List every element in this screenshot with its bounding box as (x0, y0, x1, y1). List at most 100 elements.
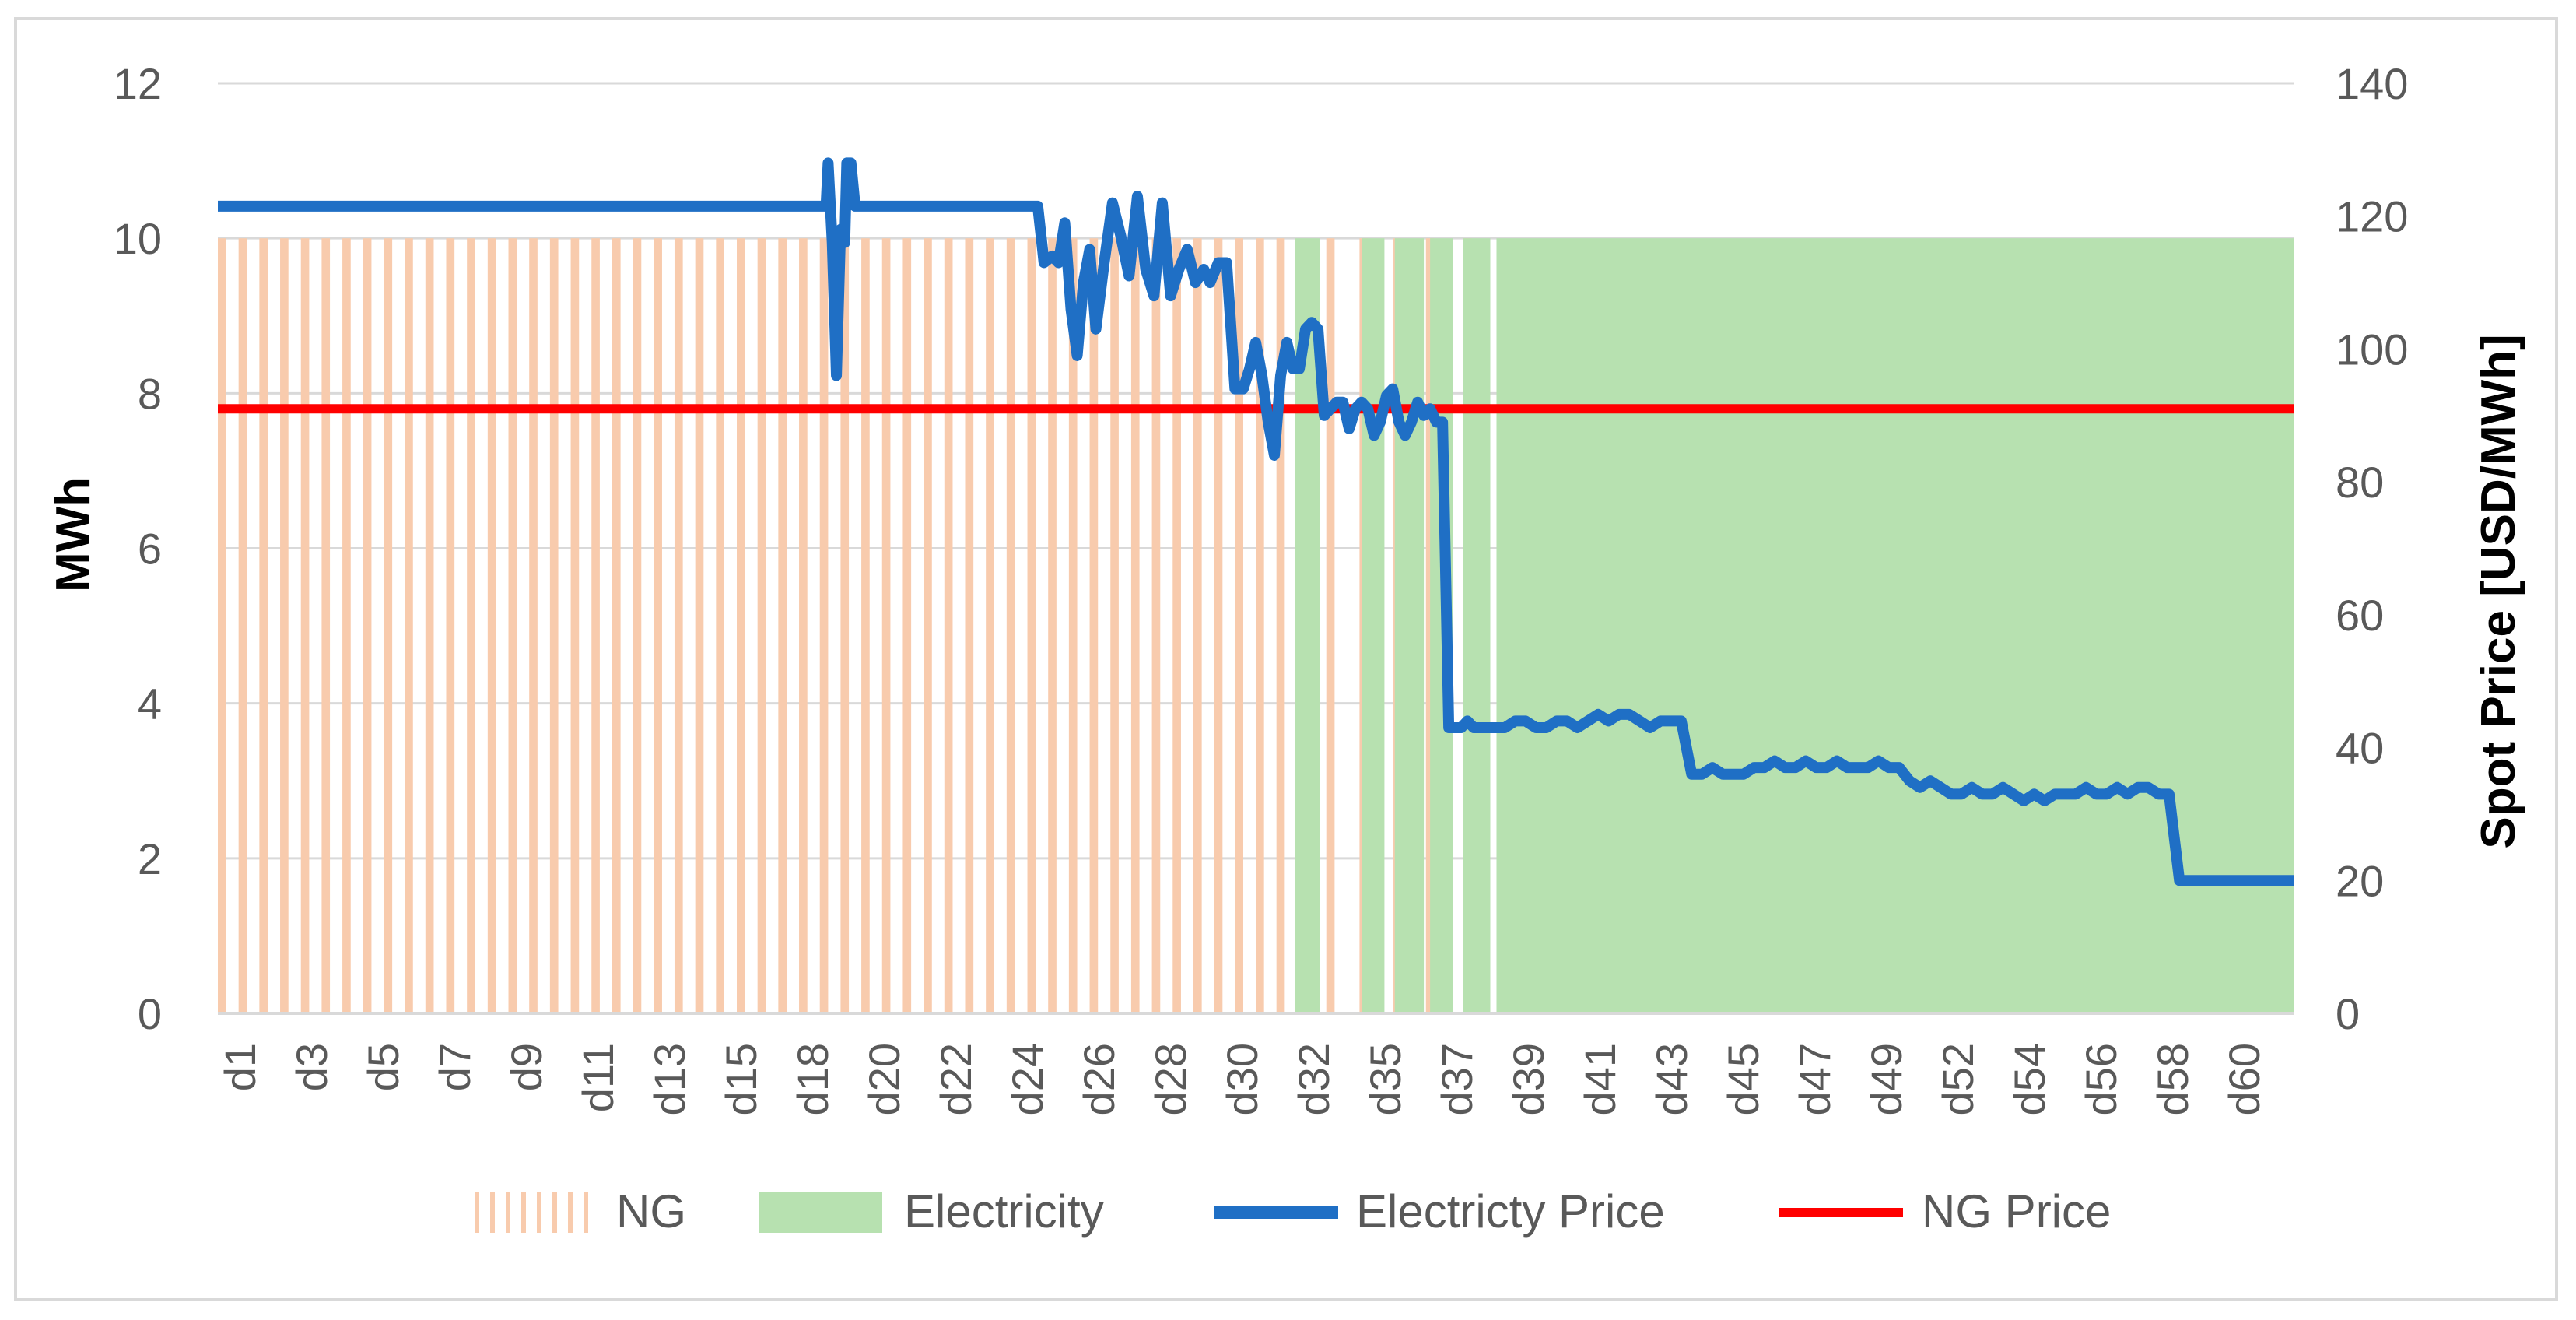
legend-ng-stripe (490, 1192, 495, 1233)
left-tick-label: 0 (138, 989, 162, 1038)
left-tick-label: 10 (114, 214, 162, 263)
ng-bar (633, 238, 642, 1014)
ng-bar (259, 238, 268, 1014)
ng-bar (1276, 238, 1285, 1014)
right-tick-label: 80 (2336, 458, 2384, 507)
left-tick-label: 6 (138, 525, 162, 574)
ng-bar (757, 238, 766, 1014)
x-tick-label: d56 (2077, 1043, 2126, 1115)
ng-bar (778, 238, 787, 1014)
x-tick-label: d24 (1003, 1043, 1052, 1115)
ng-bar (467, 238, 475, 1014)
ng-bar (965, 238, 974, 1014)
ng-bar (1068, 238, 1078, 1014)
right-tick-label: 140 (2336, 59, 2408, 108)
ng-bar (612, 238, 621, 1014)
right-tick-label: 20 (2336, 856, 2384, 905)
x-tick-label: d35 (1361, 1043, 1410, 1115)
right-tick-label: 100 (2336, 325, 2408, 374)
legend-electricity-label: Electricity (904, 1185, 1104, 1238)
x-tick-label: d60 (2220, 1043, 2269, 1115)
ng-bar (1214, 238, 1223, 1014)
legend-electricity-price-label: Electricty Price (1356, 1185, 1665, 1238)
x-tick-label: d43 (1647, 1043, 1696, 1115)
x-tick-label: d7 (430, 1043, 479, 1091)
ng-bar (300, 238, 310, 1014)
ng-bar (342, 238, 351, 1014)
ng-bar (902, 238, 912, 1014)
ng-bar (1130, 238, 1140, 1014)
electricity-bar (1394, 238, 1425, 1014)
left-tick-label: 8 (138, 369, 162, 418)
x-tick-label: d5 (359, 1043, 408, 1091)
ng-bar (280, 238, 289, 1014)
legend-item-ng: NG (475, 1185, 686, 1238)
ng-bar (1110, 238, 1119, 1014)
x-tick-label: d49 (1862, 1043, 1911, 1115)
ng-bar (549, 238, 559, 1014)
electricity-bar (1362, 238, 1385, 1014)
ng-bar (799, 238, 808, 1014)
x-tick-label: d18 (788, 1043, 837, 1115)
ng-bar (591, 238, 600, 1014)
ng-bar (1048, 238, 1057, 1014)
ng-bar (819, 238, 829, 1014)
x-tick-label: d28 (1146, 1043, 1195, 1115)
ng-bar (1089, 238, 1099, 1014)
legend-ng-stripe (552, 1192, 557, 1233)
ng-bar (321, 238, 331, 1014)
x-tick-label: d3 (287, 1043, 336, 1091)
legend-ng-stripe (537, 1192, 541, 1233)
x-tick-label: d37 (1432, 1043, 1481, 1115)
ng-bar (508, 238, 517, 1014)
legend-item-electricity: Electricity (759, 1185, 1104, 1238)
ng-bar (425, 238, 434, 1014)
ng-bar (944, 238, 953, 1014)
ng-bar (716, 238, 724, 1014)
x-tick-label: d13 (645, 1043, 694, 1115)
legend-item-ng-price: NG Price (1779, 1185, 2111, 1238)
x-tick-label: d58 (2148, 1043, 2197, 1115)
ng-bar (861, 238, 870, 1014)
left-tick-label: 2 (138, 834, 162, 883)
x-tick-label: d52 (1933, 1043, 1982, 1115)
right-axis-title: Spot Price [USD/MWh] (2472, 334, 2525, 848)
legend-ng-swatch (475, 1192, 588, 1233)
x-tick-label: d39 (1504, 1043, 1553, 1115)
legend-ng-stripe (506, 1192, 510, 1233)
x-tick-label: d45 (1719, 1043, 1768, 1115)
ng-bar (1193, 238, 1202, 1014)
legend-ng-label: NG (616, 1185, 686, 1238)
electricity-price-line (218, 157, 2294, 886)
electricity-bar (1496, 238, 2294, 1014)
legend-ng-stripe (475, 1192, 479, 1233)
ng-bar (363, 238, 372, 1014)
ng-bar (881, 238, 891, 1014)
ng-bar (1235, 238, 1243, 1014)
legend-item-electricity-price: Electricty Price (1214, 1185, 1665, 1238)
ng-bar (1151, 238, 1161, 1014)
left-tick-label: 4 (138, 679, 162, 728)
ng-bar (1326, 238, 1335, 1014)
ng-bar (1172, 238, 1181, 1014)
ng-bar (840, 238, 850, 1014)
ng-bar (695, 238, 704, 1014)
ng-bar (238, 238, 247, 1014)
left-axis-title: MWh (47, 477, 100, 592)
x-tick-label: d30 (1218, 1043, 1267, 1115)
right-tick-label: 0 (2336, 989, 2360, 1038)
x-tick-label: d20 (860, 1043, 909, 1115)
ng-bar (986, 238, 994, 1014)
ng-bar (1027, 238, 1036, 1014)
electricity-bar (1463, 238, 1491, 1014)
legend-ng-stripe (568, 1192, 573, 1233)
x-tick-label: d41 (1575, 1043, 1624, 1115)
ng-bar (654, 238, 662, 1014)
x-tick-label: d11 (573, 1043, 622, 1112)
right-tick-label: 60 (2336, 591, 2384, 640)
x-tick-label: d54 (2005, 1043, 2054, 1115)
x-tick-label: d15 (717, 1043, 766, 1115)
chart-frame (14, 17, 2558, 1301)
x-tick-label: d9 (502, 1043, 551, 1091)
